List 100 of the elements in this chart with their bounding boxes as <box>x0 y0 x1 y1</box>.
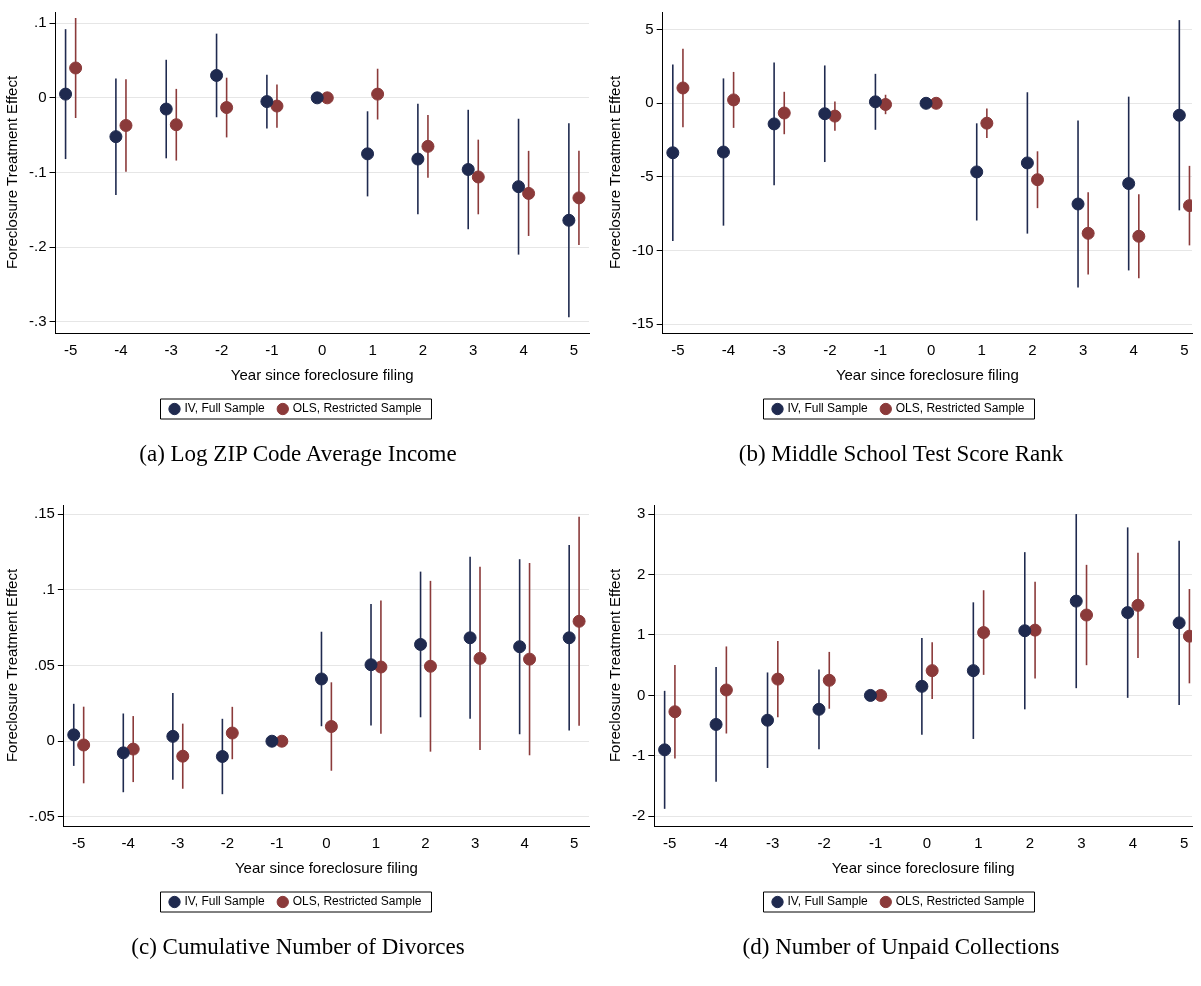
y-tick-label: 3 <box>636 504 646 522</box>
point <box>126 742 140 756</box>
point <box>411 152 425 166</box>
x-tick-label: 3 <box>1077 834 1086 852</box>
point <box>562 213 576 227</box>
point <box>919 96 933 110</box>
point <box>1020 156 1034 170</box>
point <box>767 117 781 131</box>
y-tick-label: -1 <box>631 746 646 764</box>
point <box>1131 598 1145 612</box>
point <box>761 713 775 727</box>
x-axis-title: Year since foreclosure filing <box>831 859 1015 877</box>
y-tick-label: .1 <box>42 579 55 597</box>
text: (b) Middle School Test Score Rank <box>737 441 1065 467</box>
point <box>1132 229 1146 243</box>
x-tick-label: -5 <box>72 834 86 852</box>
point <box>371 87 385 101</box>
point <box>658 743 672 757</box>
point <box>1080 608 1094 622</box>
x-tick-label: 2 <box>418 341 428 359</box>
point <box>109 130 123 144</box>
point <box>473 651 487 665</box>
point <box>980 116 994 130</box>
y-tick-label: 0 <box>645 93 654 111</box>
point <box>716 145 730 159</box>
x-tick-label: -5 <box>63 341 78 359</box>
point <box>220 101 234 115</box>
y-tick-label: -.05 <box>28 807 55 825</box>
point <box>1122 177 1136 191</box>
y-axis-title: Foreclosure Treatment Effect <box>606 75 624 270</box>
point <box>169 118 183 132</box>
point <box>1172 616 1186 630</box>
point <box>166 729 180 743</box>
y-tick-label: 0 <box>636 685 646 703</box>
point <box>77 738 91 752</box>
point <box>461 163 475 177</box>
point <box>265 734 279 748</box>
point <box>69 61 83 75</box>
x-tick-label: 0 <box>922 834 932 852</box>
point <box>879 97 893 111</box>
text: (d) Number of Unpaid Collections <box>741 934 1061 960</box>
y-axis-title: Foreclosure Treatment Effect <box>606 568 624 763</box>
point <box>215 750 229 763</box>
point <box>512 180 526 194</box>
x-tick-label: 2 <box>1028 341 1037 359</box>
x-tick-label: 0 <box>926 341 936 359</box>
x-tick-label: -2 <box>214 341 229 359</box>
point <box>977 626 991 640</box>
legend-label: OLS, Restricted Sample <box>895 894 1025 909</box>
point <box>225 726 239 740</box>
x-tick-label: -1 <box>868 834 883 852</box>
point <box>59 87 73 101</box>
point <box>471 170 485 184</box>
y-tick-label: -.3 <box>28 311 47 329</box>
x-tick-label: -2 <box>817 834 831 852</box>
point <box>1172 108 1186 122</box>
point <box>176 749 190 763</box>
point <box>116 746 130 760</box>
point <box>159 102 173 116</box>
legend-label: IV, Full Sample <box>184 894 266 909</box>
x-tick-label: 5 <box>569 834 579 852</box>
x-tick-label: -2 <box>823 341 837 359</box>
x-tick-label: 1 <box>368 341 377 359</box>
x-tick-label: -4 <box>114 341 128 359</box>
y-axis-title: Foreclosure Treatment Effect <box>3 568 21 763</box>
x-tick-label: 5 <box>1180 341 1189 359</box>
y-tick-label: 2 <box>636 564 646 582</box>
point <box>523 652 537 666</box>
point <box>324 720 338 734</box>
point <box>666 146 680 160</box>
y-tick-label: -.2 <box>28 237 47 255</box>
point <box>1071 197 1085 211</box>
text: (c) Cumulative Number of Divorces <box>130 934 466 960</box>
point <box>668 705 682 719</box>
point <box>414 637 428 651</box>
y-tick-label: 1 <box>636 625 646 643</box>
y-tick-label: .15 <box>33 504 55 522</box>
point <box>719 683 733 697</box>
point <box>970 165 984 179</box>
point <box>364 658 378 672</box>
legend-label: IV, Full Sample <box>184 401 266 416</box>
y-tick-label: -2 <box>631 806 646 824</box>
x-tick-label: -3 <box>171 834 185 852</box>
x-tick-label: 3 <box>469 341 478 359</box>
text: (a) Log ZIP Code Average Income <box>138 441 458 467</box>
x-tick-label: 4 <box>1128 834 1137 852</box>
x-tick-label: -3 <box>164 341 178 359</box>
point <box>874 688 888 702</box>
point <box>270 99 284 113</box>
point <box>119 118 133 132</box>
point <box>812 702 826 716</box>
y-tick-label: 0 <box>46 731 55 749</box>
y-tick-label: .05 <box>33 655 55 673</box>
x-tick-label: -4 <box>721 341 736 359</box>
x-tick-label: 1 <box>371 834 381 852</box>
y-tick-label: -.1 <box>28 162 47 180</box>
point <box>572 191 586 205</box>
y-tick-label: 5 <box>645 19 654 37</box>
point <box>822 673 836 687</box>
x-tick-label: 3 <box>470 834 480 852</box>
